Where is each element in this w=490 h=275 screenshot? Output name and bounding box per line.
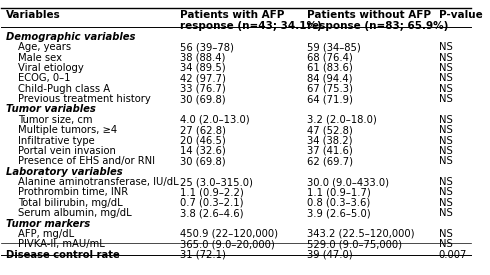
Text: Viral etiology: Viral etiology: [18, 63, 84, 73]
Text: 27 (62.8): 27 (62.8): [180, 125, 226, 135]
Text: 31 (72.1): 31 (72.1): [180, 250, 226, 260]
Text: Infiltrative type: Infiltrative type: [18, 136, 95, 145]
Text: Laboratory variables: Laboratory variables: [6, 167, 123, 177]
Text: 42 (97.7): 42 (97.7): [180, 73, 226, 83]
Text: Patients without AFP
response (n=83; 65.9%): Patients without AFP response (n=83; 65.…: [307, 10, 448, 31]
Text: Child-Pugh class A: Child-Pugh class A: [18, 84, 110, 94]
Text: 3.2 (2.0–18.0): 3.2 (2.0–18.0): [307, 115, 377, 125]
Text: 25 (3.0–315.0): 25 (3.0–315.0): [180, 177, 253, 187]
Text: NS: NS: [439, 198, 452, 208]
Text: 64 (71.9): 64 (71.9): [307, 94, 353, 104]
Text: P-value: P-value: [439, 10, 482, 20]
Text: 3.9 (2.6–5.0): 3.9 (2.6–5.0): [307, 208, 370, 218]
Text: Demographic variables: Demographic variables: [6, 32, 136, 42]
Text: 56 (39–78): 56 (39–78): [180, 42, 234, 52]
Text: Tumor variables: Tumor variables: [6, 104, 96, 114]
Text: 343.2 (22.5–120,000): 343.2 (22.5–120,000): [307, 229, 415, 239]
Text: 0.8 (0.3–3.6): 0.8 (0.3–3.6): [307, 198, 370, 208]
Text: 3.8 (2.6–4.6): 3.8 (2.6–4.6): [180, 208, 244, 218]
Text: 59 (34–85): 59 (34–85): [307, 42, 361, 52]
Text: 4.0 (2.0–13.0): 4.0 (2.0–13.0): [180, 115, 249, 125]
Text: Age, years: Age, years: [18, 42, 71, 52]
Text: 38 (88.4): 38 (88.4): [180, 53, 225, 63]
Text: 47 (52.8): 47 (52.8): [307, 125, 353, 135]
Text: 1.1 (0.9–1.7): 1.1 (0.9–1.7): [307, 187, 370, 197]
Text: 30 (69.8): 30 (69.8): [180, 94, 225, 104]
Text: Tumor size, cm: Tumor size, cm: [18, 115, 92, 125]
Text: Prothrombin time, INR: Prothrombin time, INR: [18, 187, 128, 197]
Text: NS: NS: [439, 187, 452, 197]
Text: Disease control rate: Disease control rate: [6, 250, 120, 260]
Text: Total bilirubin, mg/dL: Total bilirubin, mg/dL: [18, 198, 122, 208]
Text: 0.7 (0.3–2.1): 0.7 (0.3–2.1): [180, 198, 244, 208]
Text: NS: NS: [439, 136, 452, 145]
Text: 14 (32.6): 14 (32.6): [180, 146, 226, 156]
Text: PIVKA-II, mAU/mL: PIVKA-II, mAU/mL: [18, 239, 104, 249]
Text: Male sex: Male sex: [18, 53, 62, 63]
Text: Patients with AFP
response (n=43; 34.1%): Patients with AFP response (n=43; 34.1%): [180, 10, 322, 31]
Text: 67 (75.3): 67 (75.3): [307, 84, 353, 94]
Text: Multiple tumors, ≥4: Multiple tumors, ≥4: [18, 125, 117, 135]
Text: NS: NS: [439, 125, 452, 135]
Text: NS: NS: [439, 53, 452, 63]
Text: Presence of EHS and/or RNI: Presence of EHS and/or RNI: [18, 156, 155, 166]
Text: 84 (94.4): 84 (94.4): [307, 73, 352, 83]
Text: 61 (83.6): 61 (83.6): [307, 63, 353, 73]
Text: Variables: Variables: [6, 10, 61, 20]
Text: NS: NS: [439, 94, 452, 104]
Text: NS: NS: [439, 146, 452, 156]
Text: 529.0 (9.0–75,000): 529.0 (9.0–75,000): [307, 239, 402, 249]
Text: 0.007: 0.007: [439, 250, 467, 260]
Text: NS: NS: [439, 239, 452, 249]
Text: 39 (47.0): 39 (47.0): [307, 250, 352, 260]
Text: AFP, mg/dL: AFP, mg/dL: [18, 229, 74, 239]
Text: 365.0 (9.0–20,000): 365.0 (9.0–20,000): [180, 239, 275, 249]
Text: 1.1 (0.9–2.2): 1.1 (0.9–2.2): [180, 187, 244, 197]
Text: 33 (76.7): 33 (76.7): [180, 84, 226, 94]
Text: NS: NS: [439, 208, 452, 218]
Text: NS: NS: [439, 73, 452, 83]
Text: 20 (46.5): 20 (46.5): [180, 136, 226, 145]
Text: NS: NS: [439, 115, 452, 125]
Text: 68 (76.4): 68 (76.4): [307, 53, 353, 63]
Text: ECOG, 0–1: ECOG, 0–1: [18, 73, 71, 83]
Text: NS: NS: [439, 156, 452, 166]
Text: Portal vein invasion: Portal vein invasion: [18, 146, 116, 156]
Text: Serum albumin, mg/dL: Serum albumin, mg/dL: [18, 208, 131, 218]
Text: Previous treatment history: Previous treatment history: [18, 94, 150, 104]
Text: NS: NS: [439, 229, 452, 239]
Text: Alanine aminotransferase, IU/dL: Alanine aminotransferase, IU/dL: [18, 177, 178, 187]
Text: NS: NS: [439, 63, 452, 73]
Text: 30.0 (9.0–433.0): 30.0 (9.0–433.0): [307, 177, 389, 187]
Text: 30 (69.8): 30 (69.8): [180, 156, 225, 166]
Text: Tumor markers: Tumor markers: [6, 219, 90, 229]
Text: 62 (69.7): 62 (69.7): [307, 156, 353, 166]
Text: 34 (89.5): 34 (89.5): [180, 63, 225, 73]
Text: NS: NS: [439, 42, 452, 52]
Text: 450.9 (22–120,000): 450.9 (22–120,000): [180, 229, 278, 239]
Text: 37 (41.6): 37 (41.6): [307, 146, 353, 156]
Text: 34 (38.2): 34 (38.2): [307, 136, 352, 145]
Text: NS: NS: [439, 177, 452, 187]
Text: NS: NS: [439, 84, 452, 94]
